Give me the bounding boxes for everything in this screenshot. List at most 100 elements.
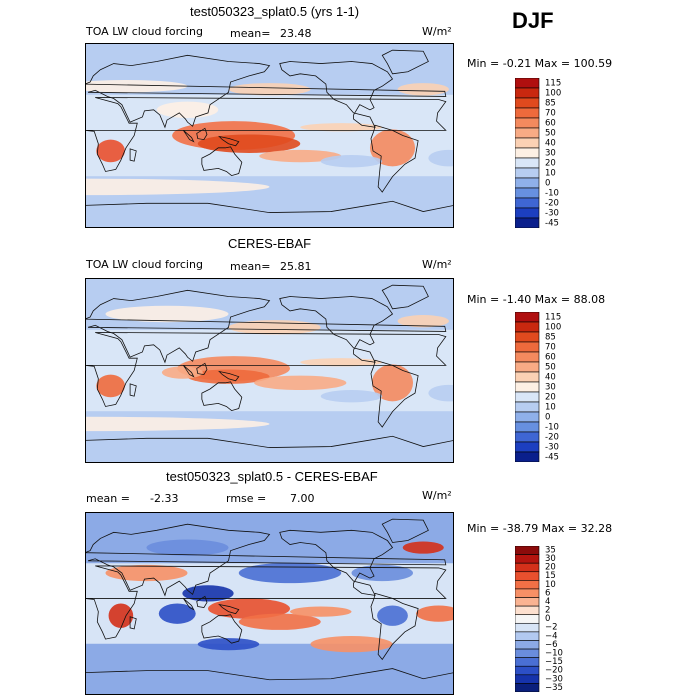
- map-field-patch: [416, 605, 454, 622]
- map-field-patch: [238, 613, 321, 630]
- colorbar-swatch: [515, 597, 540, 607]
- coastline: [196, 362, 208, 376]
- colorbar-swatch: [515, 351, 540, 363]
- colorbar-swatch: [515, 341, 540, 353]
- map-field-patch: [208, 598, 290, 619]
- map-field-patch: [197, 638, 260, 651]
- colorbar-swatch: [515, 588, 540, 598]
- colorbar-swatch: [515, 117, 540, 129]
- coastline: [370, 124, 419, 193]
- colorbar-tick-label: −2: [545, 623, 558, 633]
- map-field-patch: [156, 101, 219, 119]
- colorbar-tick-label: −10: [545, 649, 563, 659]
- map-field-patch: [161, 366, 203, 379]
- map-field-patch: [320, 390, 383, 403]
- map-field-patch: [397, 315, 449, 328]
- colorbar-tick-label: -20: [545, 433, 559, 443]
- colorbar-swatch: [515, 431, 540, 443]
- panel3-mean-value: -2.33: [150, 492, 179, 505]
- colorbar-tick-label: 115: [545, 313, 561, 323]
- coastline: [85, 523, 447, 597]
- panel2-title: CERES-EBAF: [228, 236, 312, 251]
- map-field-patch: [105, 305, 229, 323]
- panel3-mean-label: mean =: [86, 492, 130, 505]
- colorbar-swatch: [515, 657, 540, 667]
- panel2-units: W/m²: [422, 258, 452, 271]
- colorbar-tick-label: 60: [545, 119, 556, 129]
- colorbar-swatch: [515, 207, 540, 219]
- map-field-patch: [290, 606, 352, 617]
- coastline: [201, 146, 243, 177]
- map-field-patch: [320, 155, 383, 168]
- coastline: [183, 598, 195, 611]
- colorbar-swatch: [515, 571, 540, 581]
- colorbar-tick-label: 0: [545, 614, 550, 624]
- colorbar-tick-label: −4: [545, 631, 558, 641]
- colorbar-swatch: [515, 631, 540, 641]
- map-field-patch: [228, 83, 311, 96]
- panel2-mean-label: mean=: [230, 260, 271, 273]
- colorbar-tick-label: 35: [545, 546, 556, 555]
- map-field-patch: [402, 541, 444, 554]
- panel1-map: [85, 43, 454, 228]
- coastline: [218, 370, 240, 382]
- coastline: [183, 365, 195, 378]
- colorbar-tick-label: 100: [545, 89, 561, 99]
- colorbar-swatch: [515, 187, 540, 199]
- colorbar-swatch: [515, 107, 540, 119]
- panel2-mean-value: 25.81: [280, 260, 312, 273]
- map-field-patch: [146, 539, 229, 556]
- colorbar-swatch: [515, 421, 540, 433]
- map-field-patch: [85, 651, 270, 668]
- colorbar-swatch: [515, 97, 540, 109]
- colorbar-tick-label: 85: [545, 333, 556, 343]
- map-field-patch: [197, 134, 301, 153]
- colorbar-swatch: [515, 167, 540, 179]
- panel3-title: test050323_splat0.5 - CERES-EBAF: [166, 469, 378, 484]
- coastline: [279, 529, 394, 596]
- colorbar-swatch: [515, 674, 540, 684]
- colorbar-tick-label: 30: [545, 383, 556, 393]
- map-field-patch: [254, 375, 347, 391]
- map-field-patch: [428, 384, 454, 402]
- colorbar-tick-label: -10: [545, 423, 559, 433]
- panel2-map: [85, 278, 454, 463]
- colorbar-swatch: [515, 665, 540, 676]
- panel1-mean-label: mean=: [230, 27, 271, 40]
- coastline: [381, 284, 429, 310]
- panel1-min-max: Min = -0.21 Max = 100.59: [467, 57, 613, 70]
- colorbar-swatch: [515, 648, 540, 658]
- colorbar-tick-label: −30: [545, 674, 563, 684]
- colorbar-tick-label: −15: [545, 657, 563, 667]
- coastline: [85, 54, 447, 129]
- colorbar-swatch: [515, 683, 540, 692]
- coastline: [201, 614, 243, 644]
- map-field-patch: [158, 603, 196, 624]
- map-field-patch: [85, 416, 270, 432]
- map-field-patch: [105, 564, 188, 582]
- colorbar-swatch: [515, 371, 540, 383]
- colorbar-tick-label: -30: [545, 443, 559, 453]
- coastline: [183, 130, 195, 143]
- colorbar-tick-label: 100: [545, 323, 561, 333]
- coastline: [381, 49, 429, 75]
- colorbar-tick-label: 4: [545, 597, 550, 607]
- colorbar-tick-label: 50: [545, 363, 556, 373]
- map-field-patch: [187, 369, 270, 384]
- map-field-patch: [259, 149, 342, 163]
- panel1-units: W/m²: [422, 25, 452, 38]
- map-field-patch: [108, 603, 134, 628]
- colorbar-swatch: [515, 580, 540, 590]
- coastline: [85, 200, 454, 228]
- map-field-patch: [238, 562, 342, 584]
- colorbar-tick-label: 10: [545, 403, 556, 413]
- colorbar-swatch: [515, 411, 540, 423]
- map-field-patch: [397, 83, 449, 96]
- colorbar-tick-label: -45: [545, 453, 559, 463]
- coastline: [85, 435, 454, 463]
- colorbar-swatch: [515, 331, 540, 343]
- coastline: [85, 97, 447, 172]
- colorbar-tick-label: 20: [545, 159, 556, 169]
